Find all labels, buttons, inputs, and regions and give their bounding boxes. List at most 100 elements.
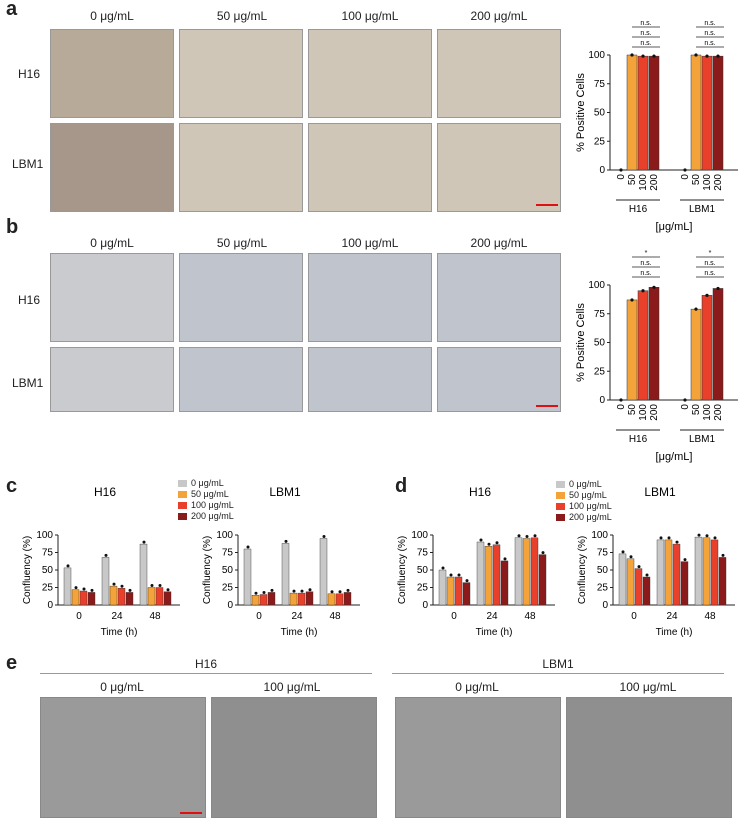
a-conc-50: 50 μg/mL <box>216 9 268 23</box>
data-point <box>300 589 304 593</box>
chart-title: LBM1 <box>644 485 676 499</box>
y-tick-label: 25 <box>42 583 54 594</box>
data-point <box>629 555 633 559</box>
data-point <box>82 587 86 591</box>
data-point <box>270 588 274 592</box>
legend-item: 200 μg/mL <box>178 511 234 521</box>
b-row-lbm1: LBM1 <box>12 376 44 390</box>
data-point <box>697 533 701 537</box>
legend-c: 0 μg/mL 50 μg/mL 100 μg/mL 200 μg/mL <box>178 478 234 521</box>
legend-item: 100 μg/mL <box>556 501 612 511</box>
panel-letter-c: c <box>6 475 18 497</box>
bar <box>500 560 509 606</box>
data-point <box>630 53 634 57</box>
bar <box>327 593 336 606</box>
x-tick-label: 48 <box>524 611 536 622</box>
data-point <box>322 535 326 538</box>
data-point <box>128 588 132 592</box>
y-tick-label: 100 <box>588 50 605 61</box>
y-tick-label: 75 <box>594 79 606 90</box>
data-point <box>479 538 483 542</box>
e-divider-h16 <box>40 673 372 674</box>
y-tick-label: 25 <box>417 583 429 594</box>
sig-label: n.s. <box>704 270 715 277</box>
scale-bar <box>536 204 558 206</box>
e-conc-h16-0: 0 μg/mL <box>100 680 144 694</box>
y-tick-label: 100 <box>216 530 233 541</box>
y-tick-label: 75 <box>597 548 609 559</box>
b-micrograph-lbm1-200 <box>437 347 561 412</box>
data-point <box>166 588 170 592</box>
panel-letter-a: a <box>6 0 18 20</box>
chart-title: LBM1 <box>269 485 301 499</box>
data-point <box>150 584 154 587</box>
bar <box>281 543 290 606</box>
bar <box>117 587 126 606</box>
bar <box>267 592 276 606</box>
y-axis-label: Confluency (%) <box>22 536 33 604</box>
x-tick-label: 0 <box>680 404 691 410</box>
a-row-lbm1: LBM1 <box>12 157 44 171</box>
data-point <box>338 590 342 594</box>
bar <box>462 582 471 606</box>
b-micrograph-lbm1-100 <box>308 347 432 412</box>
y-tick-label: 0 <box>422 600 428 611</box>
data-point <box>158 584 162 587</box>
bar <box>626 299 638 401</box>
y-tick-label: 50 <box>222 565 234 576</box>
bar <box>637 55 649 171</box>
legend-label: 50 μg/mL <box>569 490 607 500</box>
data-point <box>120 584 124 588</box>
scale-bar <box>536 405 558 407</box>
x-tick-label: 50 <box>691 174 702 186</box>
data-point <box>705 54 709 58</box>
x-tick-label: 200 <box>713 174 724 191</box>
bar <box>243 548 252 606</box>
sig-label: * <box>645 250 648 257</box>
b-conc-50: 50 μg/mL <box>216 236 268 250</box>
data-point <box>721 553 725 557</box>
bar <box>109 585 118 606</box>
a-conc-100: 100 μg/mL <box>341 9 399 23</box>
bar <box>476 541 485 606</box>
y-tick-label: 0 <box>599 395 605 406</box>
legend-item: 100 μg/mL <box>178 500 234 510</box>
bar <box>522 538 531 606</box>
bar <box>702 537 711 606</box>
sig-label: n.s. <box>704 20 715 27</box>
x-tick-label: 0 <box>616 404 627 410</box>
x-axis-label: [μg/mL] <box>656 221 693 233</box>
y-tick-label: 75 <box>222 548 234 559</box>
a-micrograph-lbm1-50 <box>179 123 303 212</box>
data-point <box>694 53 698 57</box>
a-conc-200: 200 μg/mL <box>470 9 528 23</box>
sig-label: n.s. <box>640 40 651 47</box>
x-tick-label: 50 <box>691 404 702 416</box>
bar <box>626 54 638 171</box>
data-point <box>284 539 288 543</box>
x-tick-label: 24 <box>486 611 498 622</box>
y-axis-label: Confluency (%) <box>577 536 588 604</box>
data-point <box>716 54 720 58</box>
x-axis-label: Time (h) <box>476 627 513 638</box>
b-micrograph-h16-0 <box>50 253 174 342</box>
y-tick-label: 75 <box>594 309 606 320</box>
data-point <box>495 541 499 545</box>
panel-letter-d: d <box>395 475 408 497</box>
data-point <box>449 573 453 577</box>
bar <box>626 558 635 606</box>
bar <box>701 295 713 401</box>
chart-title: H16 <box>469 485 491 499</box>
bar <box>637 290 649 401</box>
bar <box>343 592 352 606</box>
b-micrograph-lbm1-50 <box>179 347 303 412</box>
b-micrograph-lbm1-0 <box>50 347 174 412</box>
x-tick-label: 0 <box>451 611 457 622</box>
a-micrograph-h16-200 <box>437 29 561 118</box>
bar <box>710 539 719 606</box>
bar <box>694 536 703 606</box>
x-tick-label: 0 <box>616 174 627 180</box>
b-micrograph-h16-200 <box>437 253 561 342</box>
data-point <box>641 289 645 293</box>
